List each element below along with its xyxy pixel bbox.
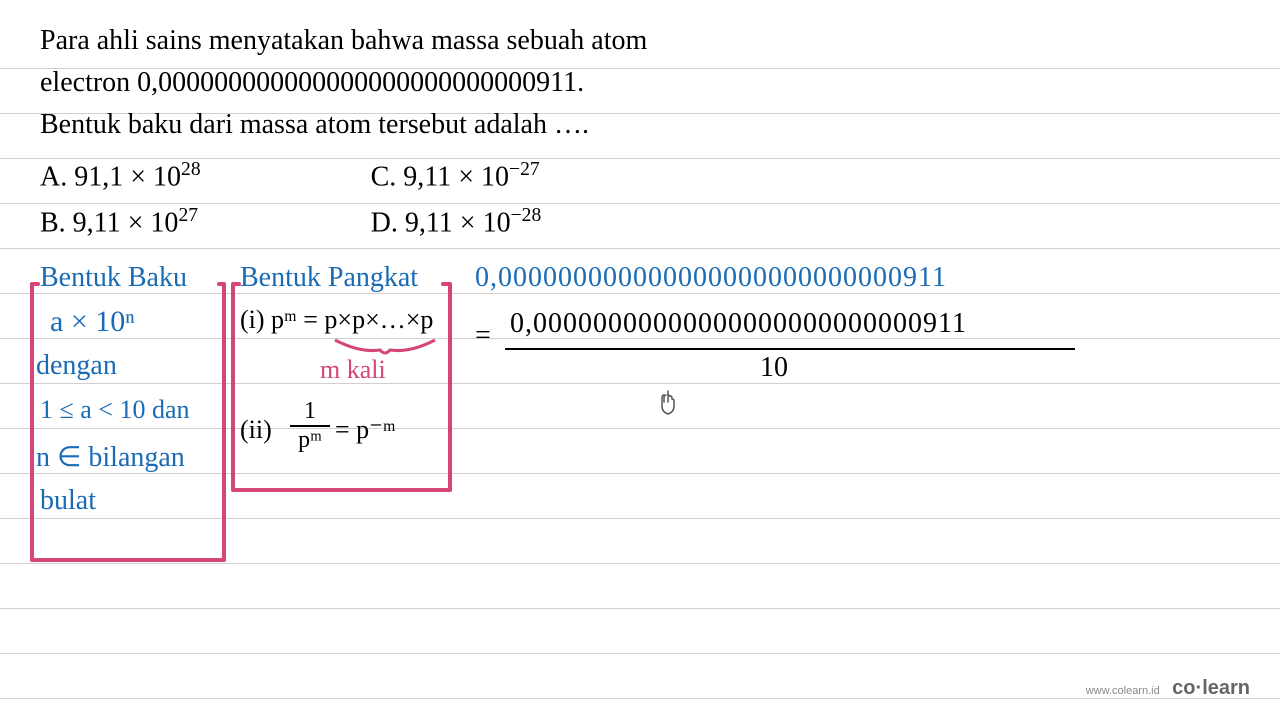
question-line-2: electron 0,00000000000000000000000000091…: [40, 62, 1240, 104]
watermark-url: www.colearn.id: [1086, 685, 1160, 697]
box2-line2-label: (ii): [240, 415, 272, 445]
watermark-brand-2: learn: [1202, 677, 1250, 699]
page: Para ahli sains menyatakan bahwa massa s…: [0, 0, 1280, 720]
option-a: A. 91,1 × 1028: [40, 154, 201, 200]
box1-line3: 1 ≤ a < 10 dan: [40, 395, 190, 425]
box1-line1: a × 10ⁿ: [50, 305, 135, 339]
box2-frac-den: pᵐ: [290, 427, 330, 454]
option-c-exp: −27: [509, 159, 540, 180]
question-line-3: Bentuk baku dari massa atom tersebut ada…: [40, 104, 1240, 146]
work-number-2: 0,00000000000000000000000000911: [510, 308, 967, 340]
option-b-exp: 27: [178, 205, 198, 226]
box2-mkali: m kali: [320, 355, 386, 385]
watermark-brand: co·learn: [1172, 677, 1250, 699]
options-col-left: A. 91,1 × 1028 B. 9,11 × 1027: [40, 154, 201, 246]
work-equals: =: [475, 320, 491, 352]
box2-fraction: 1 pᵐ: [290, 398, 330, 454]
box1-line5: bulat: [40, 485, 96, 517]
box1-line2: dengan: [36, 350, 117, 382]
option-b-text: B. 9,11 × 10: [40, 207, 178, 238]
option-b: B. 9,11 × 1027: [40, 200, 201, 246]
option-d-exp: −28: [511, 205, 542, 226]
box2-frac-num: 1: [290, 398, 330, 425]
work-fraction-line: [505, 348, 1075, 350]
option-a-exp: 28: [181, 159, 201, 180]
options-col-right: C. 9,11 × 10−27 D. 9,11 × 10−28: [371, 154, 542, 246]
watermark-brand-1: co: [1172, 677, 1195, 699]
box1-line4: n ∈ bilangan: [36, 440, 185, 474]
option-c-text: C. 9,11 × 10: [371, 161, 509, 192]
cursor-icon: [655, 390, 681, 425]
option-d-text: D. 9,11 × 10: [371, 207, 511, 238]
box2-line1: (i) pᵐ = p×p×…×p: [240, 305, 433, 335]
question-line-1: Para ahli sains menyatakan bahwa massa s…: [40, 20, 1240, 62]
option-c: C. 9,11 × 10−27: [371, 154, 542, 200]
question-block: Para ahli sains menyatakan bahwa massa s…: [40, 20, 1240, 246]
option-a-text: A. 91,1 × 10: [40, 161, 181, 192]
work-number-1: 0,000000000000000000000000000911: [475, 262, 947, 294]
option-d: D. 9,11 × 10−28: [371, 200, 542, 246]
box1-title: Bentuk Baku: [40, 262, 187, 294]
box2-title: Bentuk Pangkat: [240, 262, 418, 294]
box2-line2-rhs: = p⁻ᵐ: [335, 415, 396, 445]
watermark: www.colearn.id co·learn: [1086, 677, 1250, 700]
work-denominator: 10: [760, 352, 788, 384]
options-row: A. 91,1 × 1028 B. 9,11 × 1027 C. 9,11 × …: [40, 154, 1240, 246]
